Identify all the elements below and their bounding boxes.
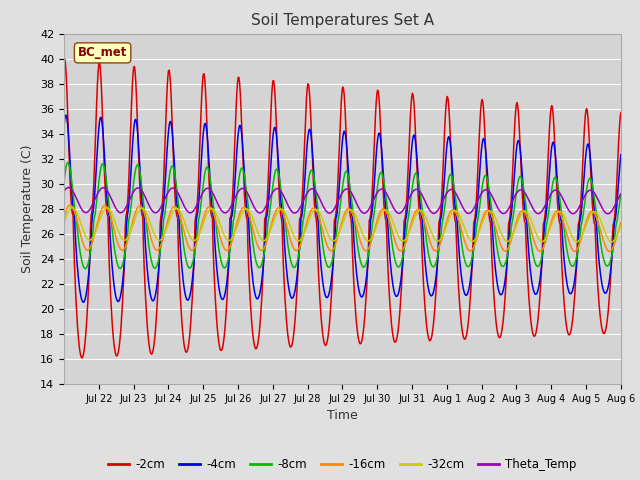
Line: -4cm: -4cm <box>64 115 621 302</box>
Title: Soil Temperatures Set A: Soil Temperatures Set A <box>251 13 434 28</box>
-32cm <box>399 238 406 244</box>
-32cm <box>540 238 548 243</box>
-32cm <box>60 220 68 226</box>
Theta_Temp <box>384 193 392 199</box>
-16cm <box>606 249 614 254</box>
-8cm <box>385 216 392 221</box>
-2cm <box>60 58 68 63</box>
-4cm <box>541 219 548 225</box>
-8cm <box>617 192 625 197</box>
-16cm <box>95 215 102 220</box>
-2cm <box>416 216 424 222</box>
Theta_Temp <box>415 188 423 194</box>
Line: -32cm: -32cm <box>64 208 621 242</box>
-8cm <box>60 178 68 184</box>
Theta_Temp <box>60 189 68 194</box>
-4cm <box>416 201 424 206</box>
-32cm <box>415 208 423 214</box>
Line: -16cm: -16cm <box>64 205 621 252</box>
Theta_Temp <box>540 204 548 210</box>
-2cm <box>96 60 104 66</box>
-2cm <box>61 56 68 62</box>
Y-axis label: Soil Temperature (C): Soil Temperature (C) <box>22 144 35 273</box>
-32cm <box>483 210 491 216</box>
-4cm <box>60 124 68 130</box>
-16cm <box>415 207 423 213</box>
Theta_Temp <box>483 187 491 192</box>
-2cm <box>484 193 492 199</box>
-4cm <box>385 239 392 244</box>
-8cm <box>399 251 407 256</box>
Theta_Temp <box>65 185 72 191</box>
-4cm <box>79 300 87 305</box>
-8cm <box>416 190 424 195</box>
Text: BC_met: BC_met <box>78 47 127 60</box>
Theta_Temp <box>399 208 406 214</box>
Theta_Temp <box>617 191 625 197</box>
Theta_Temp <box>95 189 102 194</box>
-4cm <box>62 112 70 118</box>
-32cm <box>617 223 625 228</box>
-32cm <box>95 220 102 226</box>
-16cm <box>540 243 548 249</box>
-4cm <box>96 119 104 124</box>
Line: -2cm: -2cm <box>64 59 621 358</box>
-16cm <box>617 220 625 226</box>
-4cm <box>484 174 492 180</box>
-4cm <box>617 152 625 157</box>
-8cm <box>82 266 90 272</box>
-2cm <box>78 355 86 361</box>
-32cm <box>608 239 616 245</box>
-8cm <box>541 236 548 242</box>
-8cm <box>96 173 104 179</box>
-2cm <box>541 214 548 220</box>
Line: Theta_Temp: Theta_Temp <box>64 188 621 214</box>
-32cm <box>384 209 392 215</box>
-8cm <box>484 178 492 184</box>
-16cm <box>60 215 68 220</box>
-2cm <box>399 240 407 246</box>
X-axis label: Time: Time <box>327 409 358 422</box>
-2cm <box>385 282 392 288</box>
-2cm <box>617 110 625 116</box>
Legend: -2cm, -4cm, -8cm, -16cm, -32cm, Theta_Temp: -2cm, -4cm, -8cm, -16cm, -32cm, Theta_Te… <box>104 454 581 476</box>
-32cm <box>68 205 76 211</box>
-16cm <box>399 247 406 252</box>
-16cm <box>67 202 74 208</box>
Line: -8cm: -8cm <box>64 163 621 269</box>
-16cm <box>483 207 491 213</box>
-16cm <box>384 213 392 219</box>
-8cm <box>65 160 72 166</box>
Theta_Temp <box>604 211 611 216</box>
-4cm <box>399 252 407 258</box>
